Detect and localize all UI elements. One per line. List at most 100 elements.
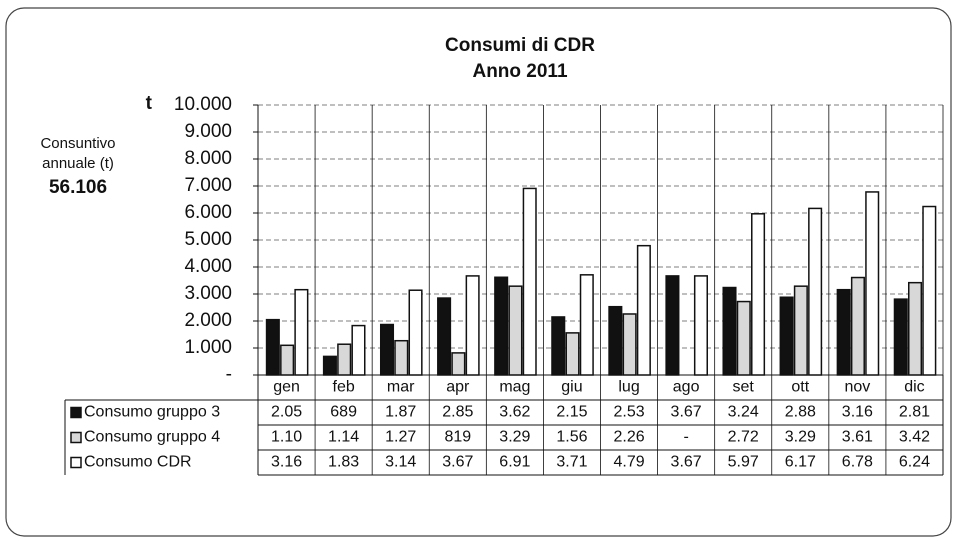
annotation: annuale (t) xyxy=(42,155,114,172)
table-value: 2.85 xyxy=(442,404,473,421)
legend-key xyxy=(70,456,82,469)
table-value: 5.97 xyxy=(728,454,759,471)
table-value: 6.78 xyxy=(842,454,873,471)
bar xyxy=(451,352,466,376)
bar xyxy=(693,275,708,376)
table-value: 2.15 xyxy=(556,404,587,421)
x-tick-label: giu xyxy=(561,379,582,396)
y-tick-label: 6.000 xyxy=(184,202,232,223)
x-tick-label: mar xyxy=(387,379,415,396)
x-tick-label: apr xyxy=(446,379,470,396)
bar xyxy=(508,285,523,376)
bar xyxy=(793,285,808,376)
bar xyxy=(893,298,908,376)
table-value: 4.79 xyxy=(613,454,644,471)
bar xyxy=(622,313,637,376)
bar xyxy=(294,288,309,376)
bar xyxy=(408,289,423,376)
bar xyxy=(465,275,480,376)
table-value: 3.16 xyxy=(271,454,302,471)
bar xyxy=(836,288,851,376)
bar xyxy=(394,339,409,376)
bar xyxy=(337,343,352,376)
table-value: 6.24 xyxy=(899,454,930,471)
bar xyxy=(579,274,594,376)
table-value: 1.10 xyxy=(271,429,302,446)
x-tick-label: ott xyxy=(791,379,809,396)
bar xyxy=(850,276,865,376)
x-tick-label: dic xyxy=(904,379,924,396)
chart-title: Consumi di CDR xyxy=(445,35,595,56)
table-value: 3.62 xyxy=(499,404,530,421)
y-tick-label: 8.000 xyxy=(184,148,232,169)
x-tick-label: gen xyxy=(273,379,300,396)
bar xyxy=(922,205,937,376)
frame xyxy=(5,7,952,537)
bar xyxy=(551,316,566,376)
y-tick-label: 4.000 xyxy=(184,256,232,277)
bar xyxy=(908,281,923,376)
y-tick-label: 10.000 xyxy=(174,94,232,115)
x-tick-label: lug xyxy=(618,379,639,396)
bar xyxy=(665,275,680,376)
x-tick-label: feb xyxy=(333,379,355,396)
table-value: 3.14 xyxy=(385,454,416,471)
bar xyxy=(751,213,766,376)
table-value: 3.61 xyxy=(842,429,873,446)
table-value: 3.71 xyxy=(556,454,587,471)
table-value: 3.67 xyxy=(671,454,702,471)
y-tick-label: 1.000 xyxy=(184,337,232,358)
y-axis-label: t xyxy=(146,93,153,114)
table-value: 1.27 xyxy=(385,429,416,446)
table-value: 1.87 xyxy=(385,404,416,421)
legend-key xyxy=(70,431,82,444)
table-value: 689 xyxy=(330,404,357,421)
bar xyxy=(522,187,537,376)
table-value: 819 xyxy=(444,429,471,446)
table-value: 6.17 xyxy=(785,454,816,471)
table-value: 2.53 xyxy=(613,404,644,421)
bar xyxy=(351,324,366,376)
bar xyxy=(494,276,509,376)
table-value: 6.91 xyxy=(499,454,530,471)
y-tick-label: 2.000 xyxy=(184,310,232,331)
table-value: - xyxy=(683,429,688,446)
table-value: 3.24 xyxy=(728,404,759,421)
y-tick-label: 9.000 xyxy=(184,121,232,142)
x-tick-label: nov xyxy=(844,379,870,396)
bar xyxy=(379,323,395,376)
table-value: 3.29 xyxy=(499,429,530,446)
table-value: 2.05 xyxy=(271,404,302,421)
bar xyxy=(736,300,751,376)
bar xyxy=(779,296,794,376)
bar xyxy=(322,355,337,376)
legend-key xyxy=(70,406,82,419)
bar xyxy=(437,297,452,376)
legend-label: Consumo gruppo 3 xyxy=(84,404,220,421)
table-value: 3.67 xyxy=(671,404,702,421)
table-value: 2.72 xyxy=(728,429,759,446)
x-tick-label: mag xyxy=(499,379,530,396)
x-tick-label: set xyxy=(733,379,755,396)
table-value: 2.88 xyxy=(785,404,816,421)
bar xyxy=(636,244,651,376)
bar xyxy=(265,318,280,376)
bar xyxy=(722,286,737,376)
y-tick-label: 3.000 xyxy=(184,283,232,304)
annotation-total: 56.106 xyxy=(49,177,107,198)
y-tick-label: 5.000 xyxy=(184,229,232,250)
table-value: 3.16 xyxy=(842,404,873,421)
legend-label: Consumo gruppo 4 xyxy=(84,429,220,446)
bar xyxy=(608,305,623,376)
table-value: 3.67 xyxy=(442,454,473,471)
y-tick-label: - xyxy=(226,364,232,385)
table-value: 2.26 xyxy=(613,429,644,446)
table-value: 1.83 xyxy=(328,454,359,471)
chart-subtitle: Anno 2011 xyxy=(472,61,567,82)
bar xyxy=(865,191,880,376)
bar xyxy=(808,207,823,376)
table-value: 2.81 xyxy=(899,404,930,421)
table-value: 3.29 xyxy=(785,429,816,446)
